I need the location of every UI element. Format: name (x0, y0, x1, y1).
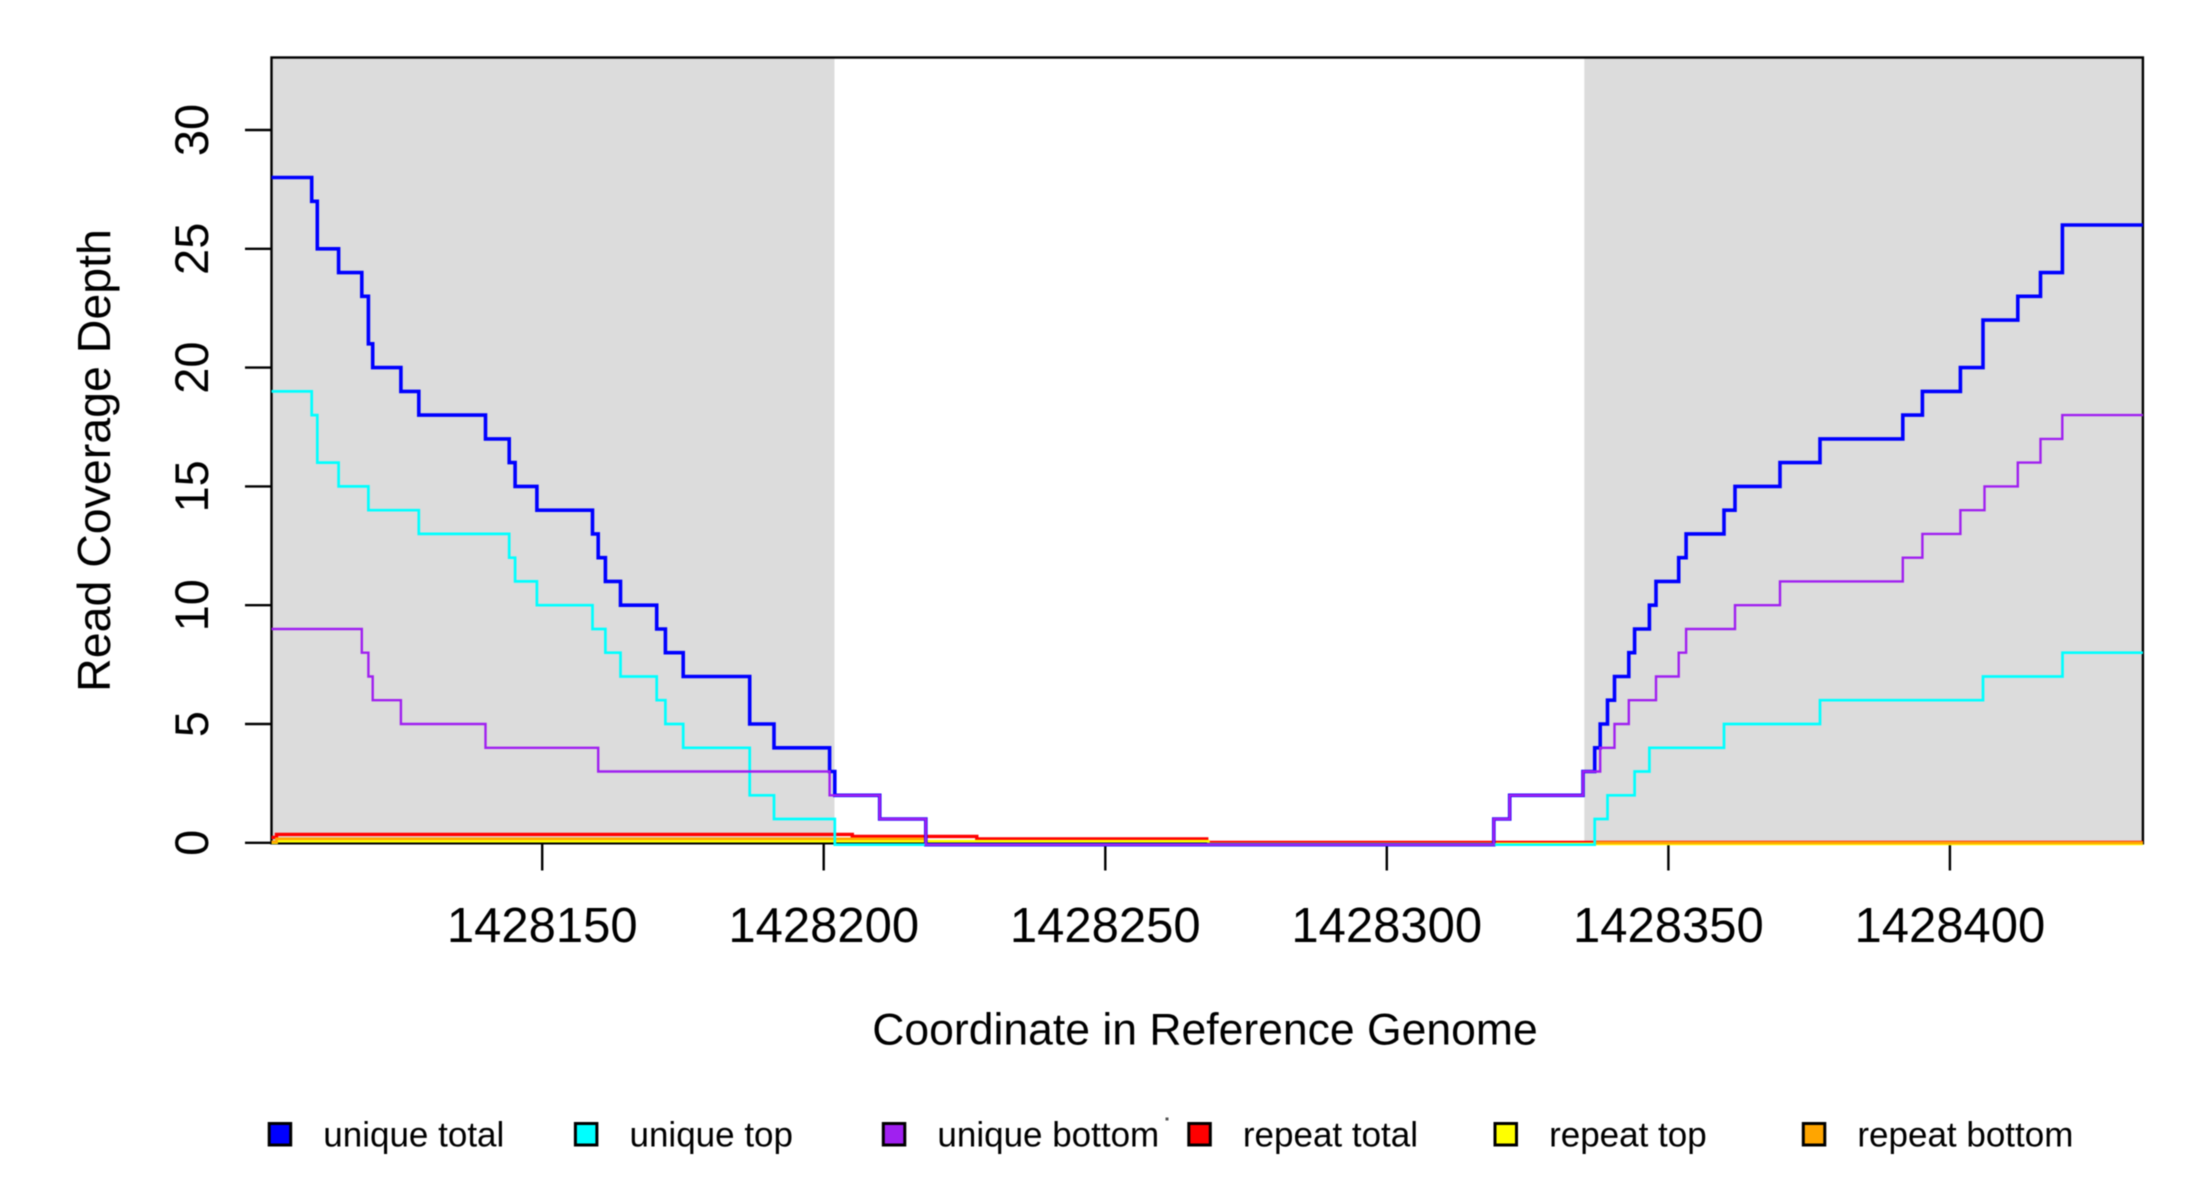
svg-text:1428200: 1428200 (728, 899, 919, 953)
svg-text:1428350: 1428350 (1573, 899, 1764, 953)
svg-text:repeat total: repeat total (1243, 1116, 1418, 1155)
svg-text:5: 5 (165, 711, 218, 737)
svg-text:25: 25 (165, 223, 218, 275)
svg-text:Coordinate in Reference Genome: Coordinate in Reference Genome (872, 1006, 1537, 1055)
svg-text:1428400: 1428400 (1855, 899, 2046, 953)
svg-text:Read Coverage Depth: Read Coverage Depth (68, 229, 120, 692)
svg-text:1428300: 1428300 (1291, 899, 1482, 953)
svg-text:repeat bottom: repeat bottom (1857, 1116, 2073, 1155)
svg-text:15: 15 (165, 460, 218, 512)
svg-text:unique total: unique total (323, 1116, 504, 1155)
svg-text:1428250: 1428250 (1010, 899, 1201, 953)
svg-text:0: 0 (165, 830, 218, 856)
svg-text:unique top: unique top (630, 1116, 793, 1155)
svg-text:20: 20 (165, 341, 218, 393)
svg-text:unique bottom: unique bottom (937, 1116, 1159, 1155)
svg-text:1428150: 1428150 (447, 899, 638, 953)
svg-text:10: 10 (165, 579, 218, 631)
svg-text:30: 30 (165, 104, 218, 156)
svg-text:repeat top: repeat top (1549, 1116, 1707, 1155)
